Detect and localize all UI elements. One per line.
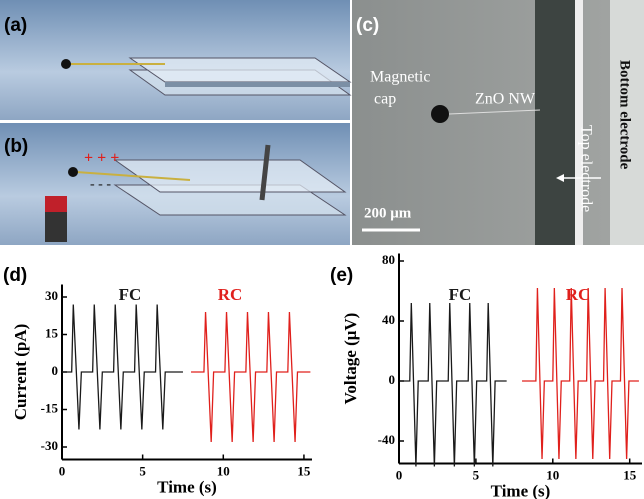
signal-line	[522, 287, 639, 460]
magnet-pole	[45, 196, 67, 212]
x-tick-label: 5	[473, 467, 480, 482]
glass-edge	[165, 82, 350, 87]
panel-background	[352, 0, 644, 245]
annotation: Top electrode	[577, 125, 594, 212]
y-tick-label: -15	[41, 400, 59, 415]
y-tick-label: 0	[389, 372, 396, 387]
scale-label: 200 μm	[364, 205, 412, 221]
magnetic-cap	[68, 167, 78, 177]
panel-label: (e)	[330, 265, 353, 286]
y-tick-label: 80	[382, 252, 395, 267]
panel-a: (a)	[0, 0, 352, 120]
y-axis-label: Current (pA)	[11, 324, 30, 420]
annotation: Bottom electrode	[617, 60, 633, 170]
signal-line	[191, 311, 311, 443]
y-axis-label: Voltage (μV)	[341, 313, 360, 405]
y-tick-label: 15	[45, 325, 59, 340]
y-tick-label: -40	[378, 432, 395, 447]
panel-label: (d)	[3, 265, 27, 286]
x-tick-label: 0	[396, 467, 403, 482]
legend-label: RC	[218, 285, 243, 304]
panel-c: Magnetic cap ZnO NW Top electrode Bottom…	[352, 0, 644, 245]
x-tick-label: 10	[546, 467, 559, 482]
x-axis-label: Time (s)	[157, 477, 217, 496]
nanowire	[75, 171, 191, 181]
y-tick-label: 30	[45, 288, 58, 303]
x-tick-label: 5	[139, 463, 146, 478]
arrowhead	[556, 174, 564, 182]
x-tick-label: 15	[297, 463, 311, 478]
x-tick-label: 15	[623, 467, 637, 482]
legend-label: RC	[566, 285, 591, 304]
glass-plate	[113, 159, 347, 193]
annotation: cap	[374, 91, 396, 108]
glass-plate	[128, 57, 352, 83]
electrode	[259, 144, 271, 201]
x-axis-label: Time (s)	[491, 481, 551, 499]
nanowire	[448, 109, 541, 115]
signal-line	[62, 304, 183, 430]
y-tick-label: 0	[52, 363, 59, 378]
gap	[575, 0, 583, 245]
top-electrode	[535, 0, 575, 245]
bottom-electrode	[610, 0, 644, 245]
charge-label: - - -	[90, 177, 111, 192]
charge-label: + + +	[84, 150, 119, 167]
magnetic-cap	[431, 105, 449, 123]
legend-label: FC	[119, 285, 142, 304]
y-tick-label: 40	[382, 312, 395, 327]
x-tick-label: 0	[59, 463, 66, 478]
y-tick-label: -30	[41, 438, 58, 453]
legend-label: FC	[449, 285, 472, 304]
signal-line	[402, 302, 507, 467]
panel-label: (b)	[4, 136, 28, 157]
magnetic-cap	[61, 59, 71, 69]
annotation: Magnetic	[370, 69, 430, 86]
panel-b: + + + - - - (b)	[0, 123, 350, 245]
panel-label: (c)	[356, 15, 379, 36]
annotation: ZnO NW	[475, 91, 536, 108]
x-tick-label: 10	[217, 463, 230, 478]
panel-label: (a)	[4, 15, 27, 36]
